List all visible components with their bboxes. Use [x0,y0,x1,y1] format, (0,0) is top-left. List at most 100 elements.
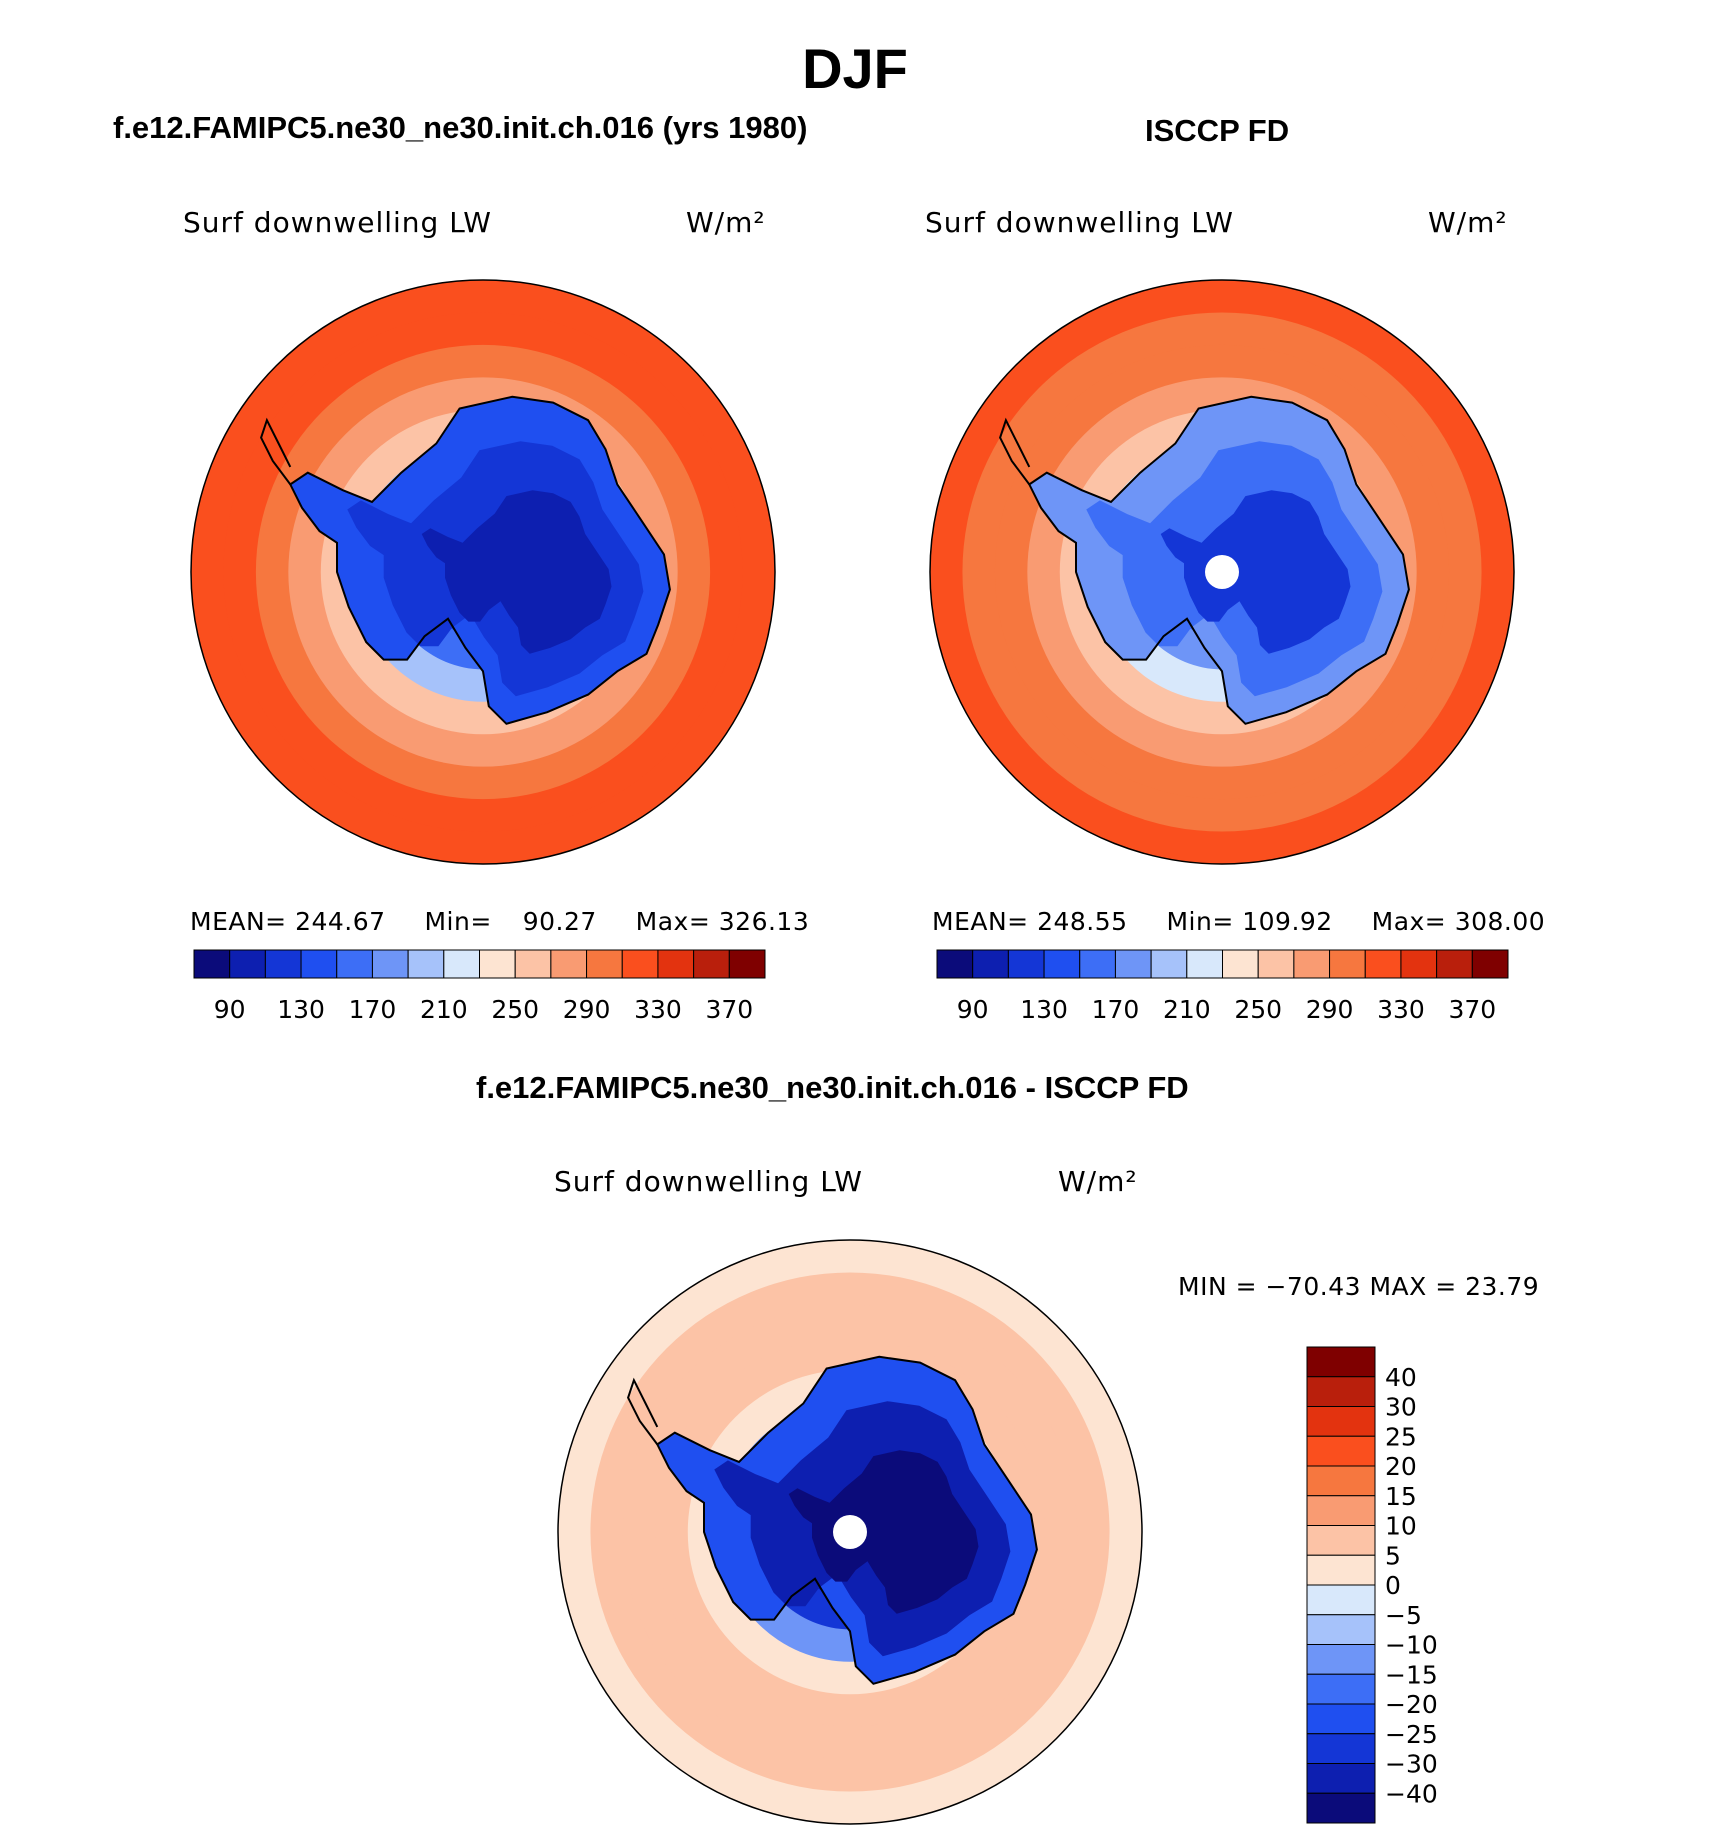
model-polar-map [190,279,776,865]
diff-colorbar-box [1306,1435,1376,1467]
diff-colorbar-tick-label: −30 [1385,1750,1438,1779]
model-coastline [289,395,671,725]
diff-colorbar-tick-label: 40 [1385,1363,1417,1392]
model-mean-label: MEAN= [190,907,287,936]
diff-colorbar-tick-label: −25 [1385,1720,1438,1749]
diff-colorbar-box [1306,1703,1376,1735]
model-peninsula-coast [260,417,292,485]
diff-colorbar-box [1306,1525,1376,1556]
diff-colorbar-box [1306,1673,1376,1705]
diff-map-border [557,1239,1143,1825]
model-colorbar-tick-label: 130 [277,995,325,1024]
diff-peninsula-coast [627,1377,659,1445]
diff-colorbar-tick-label: −10 [1385,1631,1438,1660]
model-panel-title: f.e12.FAMIPC5.ne30_ne30.init.ch.016 (yrs… [113,110,808,145]
model-units-label: W/m² [686,206,766,239]
obs-colorbar-tick-label: 290 [1306,995,1354,1024]
diff-pole-hole [833,1515,867,1549]
obs-colorbar-box [1436,949,1473,979]
obs-mean-label: MEAN= [932,907,1029,936]
model-colorbar-box [693,949,730,979]
figure-title: DJF [802,37,908,100]
diff-colorbar-box [1306,1554,1376,1586]
model-colorbar-box [193,949,231,979]
diff-colorbar-box [1306,1376,1376,1407]
obs-pole-hole [1205,555,1239,589]
obs-colorbar-box [1007,949,1045,979]
obs-colorbar-box [1150,949,1188,979]
model-colorbar-box [550,949,588,979]
obs-colorbar-box [972,949,1009,979]
diff-colorbar-tick-label: 20 [1385,1452,1417,1481]
obs-min-value: 109.92 [1242,907,1333,936]
model-max-label: Max= [635,907,711,936]
model-min-label: Min= [424,907,492,936]
obs-colorbar-tick-label: 90 [957,995,989,1024]
diff-polar-map [557,1239,1143,1825]
diff-colorbar-box [1306,1763,1376,1794]
model-colorbar-box [443,949,480,979]
obs-colorbar-tick-label: 170 [1092,995,1140,1024]
obs-colorbar-box [1329,949,1366,979]
obs-mean-value: 248.55 [1037,907,1128,936]
obs-min-label: Min= [1166,907,1234,936]
obs-stats: MEAN= 248.55 Min= 109.92 Max= 308.00 [932,907,1545,936]
model-max-value: 326.13 [718,907,810,936]
model-colorbar-tick-label: 210 [420,995,468,1024]
diff-colorbar-tick-label: −5 [1385,1601,1422,1630]
obs-colorbar-box [1114,949,1152,979]
model-colorbar-box [371,949,409,979]
model-variable-label: Surf downwelling LW [183,206,492,239]
diff-colorbar-tick-label: −40 [1385,1779,1438,1808]
diff-colorbar-box [1306,1614,1376,1645]
model-colorbar-box [300,949,338,979]
obs-continent-core [1160,490,1351,654]
obs-map-border [929,279,1515,865]
diff-colorbar-box [1306,1495,1376,1526]
obs-max-value: 308.00 [1454,907,1546,936]
model-colorbar-box [264,949,302,979]
obs-colorbar: 90 130 170 210 250 290 330 370 [936,949,1509,1024]
obs-colorbar-box [1186,949,1223,979]
model-continent-core [421,490,612,654]
obs-colorbar-box [1079,949,1116,979]
model-colorbar-tick-label: 370 [705,995,753,1024]
diff-colorbar-box [1306,1406,1376,1437]
diff-colorbar-tick-label: 30 [1385,1393,1417,1422]
obs-coastline [1028,395,1410,725]
obs-colorbar-box [1293,949,1331,979]
diff-colorbar-tick-label: −20 [1385,1690,1438,1719]
model-colorbar-tick-label: 170 [349,995,397,1024]
model-colorbar-box [621,949,659,979]
diff-colorbar-box [1306,1733,1376,1764]
model-colorbar-tick-label: 290 [563,995,611,1024]
diff-colorbar-box [1306,1346,1376,1378]
diff-variable-label: Surf downwelling LW [554,1165,863,1198]
obs-colorbar-box [1222,949,1259,979]
obs-max-label: Max= [1371,907,1447,936]
model-map-border [190,279,776,865]
diff-continent-core [788,1450,979,1614]
obs-units-label: W/m² [1428,206,1508,239]
obs-colorbar-tick-label: 330 [1377,995,1425,1024]
model-colorbar-box [229,949,266,979]
obs-colorbar-tick-label: 370 [1448,995,1496,1024]
model-field [191,280,775,864]
obs-variable-label: Surf downwelling LW [925,206,1234,239]
model-colorbar-box [657,949,695,979]
diff-colorbar-box [1306,1792,1376,1824]
model-colorbar-box [586,949,623,979]
diff-units-label: W/m² [1058,1165,1138,1198]
diff-colorbar-box [1306,1584,1376,1616]
model-colorbar-box [336,949,373,979]
model-stats: MEAN= 244.67 Min= 90.27 Max= 326.13 [190,907,809,936]
obs-colorbar-tick-label: 210 [1163,995,1211,1024]
diff-colorbar-tick-label: 15 [1385,1482,1417,1511]
obs-colorbar-tick-label: 250 [1234,995,1282,1024]
model-min-value: 90.27 [522,907,597,936]
obs-polar-map [929,279,1515,865]
model-colorbar-tick-label: 330 [634,995,682,1024]
obs-colorbar-box [1471,949,1509,979]
